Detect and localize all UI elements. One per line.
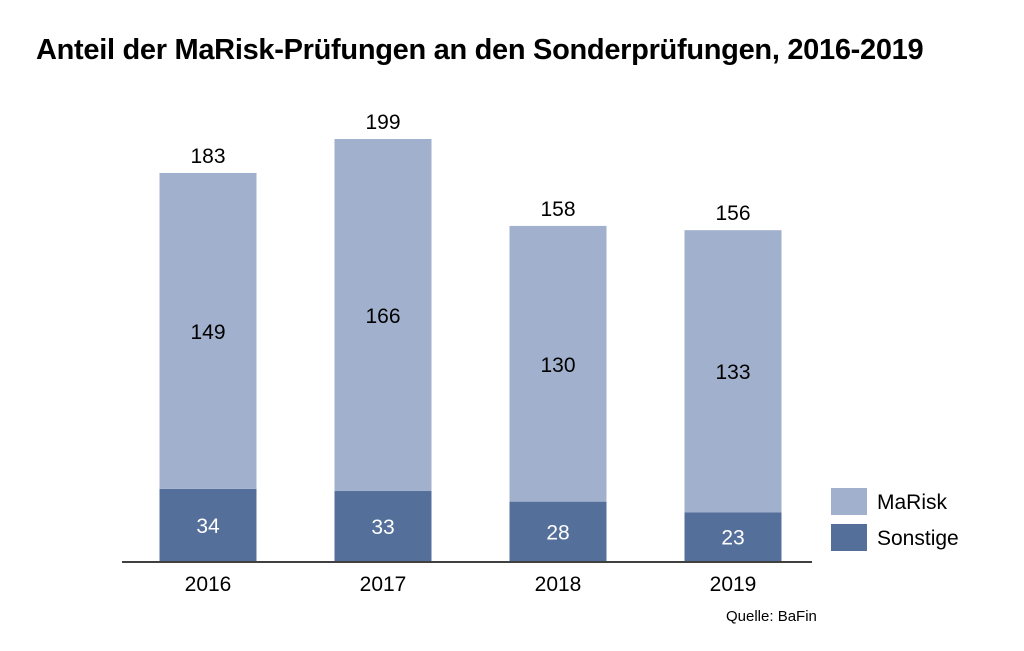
legend-label-marisk: MaRisk [877,491,948,514]
total-label-2019: 156 [715,202,750,225]
x-tick-label-2018: 2018 [535,573,582,596]
data-label-marisk-2017: 166 [365,305,400,328]
legend-swatch-sonstige [831,524,867,551]
data-label-marisk-2019: 133 [715,361,750,384]
x-tick-label-2016: 2016 [185,573,232,596]
total-label-2018: 158 [540,198,575,221]
bar-sonstige-2017 [334,491,432,561]
data-label-sonstige-2018: 28 [546,521,569,544]
total-label-2016: 183 [190,145,225,168]
data-label-marisk-2016: 149 [190,321,225,344]
data-label-sonstige-2019: 23 [721,527,744,550]
data-labels-layer: 34 149 183 33 166 199 28 130 158 23 133 156 [190,111,750,550]
legend-swatch-marisk [831,488,867,515]
bar-sonstige-2019 [684,512,782,561]
data-label-marisk-2018: 130 [540,354,575,377]
x-tick-label-2019: 2019 [710,573,757,596]
bar-marisk-2018 [509,225,607,502]
data-label-sonstige-2017: 33 [371,516,394,539]
legend: MaRisk Sonstige [831,488,959,551]
total-label-2017: 199 [365,111,400,134]
bar-marisk-2016 [159,172,257,489]
data-label-sonstige-2016: 34 [196,515,220,538]
bar-marisk-2017 [334,139,432,492]
chart-title: Anteil der MaRisk-Prüfungen an den Sonde… [36,34,924,66]
source-note: Quelle: BaFin [726,608,817,625]
bar-sonstige-2018 [509,501,607,561]
bars-layer [159,139,782,561]
bar-sonstige-2016 [159,488,257,561]
x-tick-labels-layer: 2016 2017 2018 2019 [185,573,757,596]
legend-label-sonstige: Sonstige [877,527,959,550]
bar-marisk-2019 [684,230,782,513]
x-tick-label-2017: 2017 [360,573,407,596]
